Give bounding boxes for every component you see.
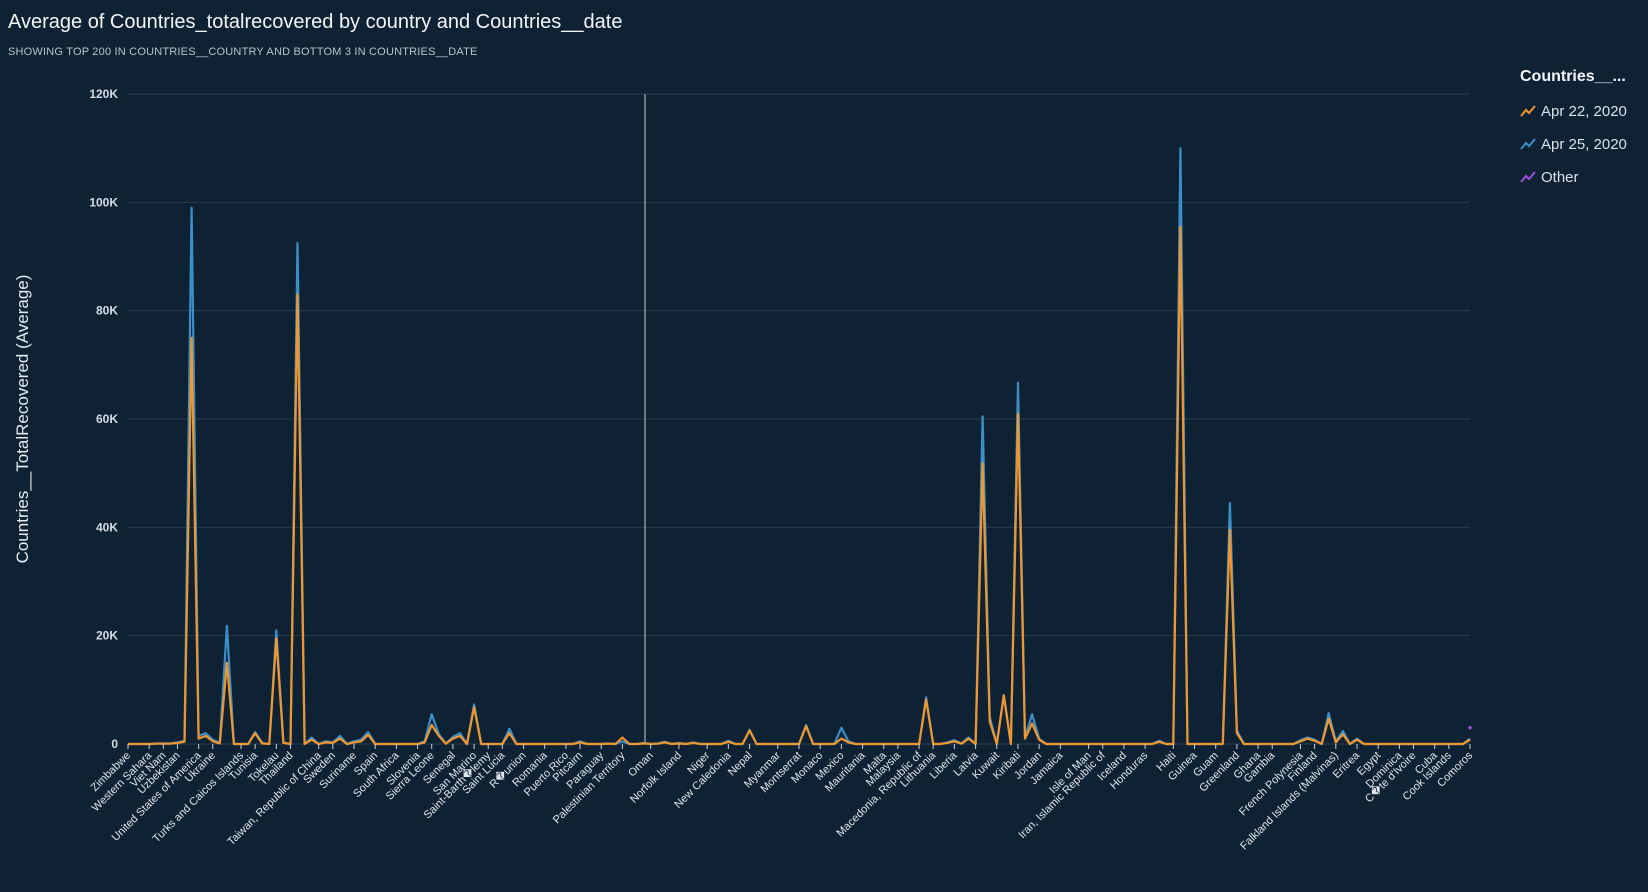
x-tick-label: Norfolk Island (628, 750, 684, 806)
series-point-other[interactable] (1468, 725, 1472, 730)
line-series-icon (1520, 138, 1536, 150)
series-lines (128, 147, 1472, 746)
legend-item-apr-25-2020[interactable]: Apr 25, 2020 (1520, 133, 1645, 155)
y-tick-label: 80K (96, 304, 118, 318)
line-series-icon (1520, 171, 1536, 183)
y-axis-ticks: 0 20K 40K 60K 80K 100K 120K (89, 87, 118, 751)
y-tick-label: 20K (96, 629, 118, 643)
series-line-apr-22-2020[interactable] (128, 225, 1471, 746)
legend-item-label: Apr 25, 2020 (1541, 135, 1627, 153)
y-axis-title-group: Countries__TotalRecovered (Average) (13, 275, 32, 564)
line-series-icon (1520, 105, 1536, 117)
legend-item-label: Other (1541, 168, 1579, 186)
gridlines (128, 93, 1470, 745)
legend-item-apr-22-2020[interactable]: Apr 22, 2020 (1520, 100, 1645, 122)
legend-title[interactable]: Countries__... (1520, 68, 1626, 85)
y-tick-label: 0 (111, 737, 118, 751)
legend-item-other[interactable]: Other (1520, 166, 1645, 188)
legend-item-label: Apr 22, 2020 (1541, 102, 1627, 120)
y-axis-title: Countries__TotalRecovered (Average) (13, 275, 32, 564)
chart-subtitle: SHOWING TOP 200 IN COUNTRIES__COUNTRY AN… (8, 46, 478, 58)
series-line-apr-25-2020[interactable] (128, 147, 1471, 746)
y-tick-label: 100K (89, 195, 118, 209)
y-tick-label: 40K (96, 520, 118, 534)
y-tick-label: 60K (96, 412, 118, 426)
chart-title: Average of Countries_totalrecovered by c… (8, 11, 623, 33)
y-tick-label: 120K (89, 87, 118, 101)
legend: Countries__... Apr 22, 2020 Apr 25, 2020 O… (1520, 68, 1645, 199)
